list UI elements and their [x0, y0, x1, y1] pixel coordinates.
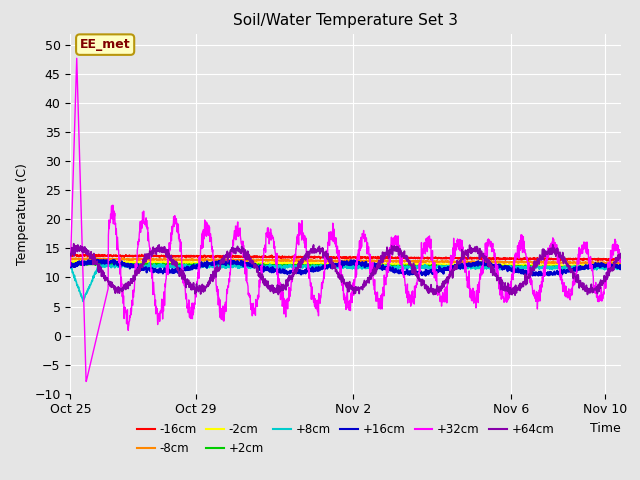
-2cm — [601, 263, 609, 268]
-2cm — [335, 262, 342, 267]
+2cm — [320, 263, 328, 268]
Line: +32cm: +32cm — [70, 58, 621, 382]
+32cm — [602, 277, 609, 283]
+32cm — [335, 252, 342, 258]
Line: +64cm: +64cm — [70, 244, 621, 295]
+2cm — [601, 264, 609, 270]
+64cm — [70, 241, 77, 247]
+16cm — [500, 264, 508, 270]
-8cm — [320, 258, 328, 264]
-16cm — [500, 256, 508, 262]
+8cm — [617, 264, 625, 270]
+16cm — [335, 261, 342, 267]
Line: +2cm: +2cm — [70, 263, 621, 268]
+2cm — [605, 265, 612, 271]
-16cm — [601, 256, 609, 262]
+64cm — [602, 278, 609, 284]
+32cm — [67, 263, 74, 269]
-16cm — [320, 254, 328, 260]
+2cm — [500, 265, 508, 271]
+2cm — [617, 264, 625, 269]
+32cm — [617, 257, 625, 263]
Title: Soil/Water Temperature Set 3: Soil/Water Temperature Set 3 — [233, 13, 458, 28]
+16cm — [617, 265, 625, 271]
-16cm — [617, 257, 625, 263]
+8cm — [320, 265, 328, 271]
Line: +16cm: +16cm — [70, 259, 621, 276]
-2cm — [90, 258, 98, 264]
-8cm — [95, 256, 102, 262]
+2cm — [95, 260, 102, 266]
+32cm — [83, 379, 90, 384]
+8cm — [145, 260, 153, 265]
Line: +8cm: +8cm — [70, 263, 621, 301]
-8cm — [614, 261, 621, 267]
Line: -8cm: -8cm — [70, 258, 621, 264]
+64cm — [95, 270, 102, 276]
+2cm — [335, 263, 342, 269]
+64cm — [511, 292, 519, 298]
-2cm — [67, 259, 74, 265]
+16cm — [89, 256, 97, 262]
Y-axis label: Temperature (C): Temperature (C) — [16, 163, 29, 264]
Line: -16cm: -16cm — [70, 254, 621, 261]
+16cm — [95, 257, 102, 263]
-16cm — [604, 258, 611, 264]
-8cm — [617, 260, 625, 266]
+8cm — [95, 263, 102, 269]
+16cm — [540, 273, 548, 279]
+8cm — [602, 265, 609, 271]
+64cm — [320, 253, 328, 259]
-2cm — [601, 262, 609, 268]
Text: EE_met: EE_met — [80, 38, 131, 51]
+8cm — [500, 264, 508, 270]
+32cm — [601, 276, 609, 282]
+8cm — [67, 263, 74, 269]
-16cm — [335, 255, 342, 261]
-8cm — [601, 260, 609, 266]
+8cm — [335, 264, 342, 270]
+16cm — [67, 264, 74, 270]
+2cm — [601, 265, 609, 271]
-2cm — [320, 261, 328, 266]
-8cm — [500, 260, 508, 265]
-8cm — [601, 260, 609, 265]
-2cm — [609, 264, 616, 270]
+8cm — [79, 299, 87, 304]
+64cm — [500, 285, 508, 290]
+64cm — [67, 252, 74, 258]
-2cm — [95, 258, 102, 264]
-16cm — [67, 253, 74, 259]
-8cm — [335, 258, 342, 264]
+8cm — [601, 265, 609, 271]
-2cm — [617, 263, 625, 269]
+64cm — [601, 279, 609, 285]
-8cm — [67, 257, 74, 263]
Line: -2cm: -2cm — [70, 261, 621, 267]
Text: Time: Time — [590, 422, 621, 435]
+32cm — [95, 324, 103, 330]
+16cm — [320, 264, 328, 269]
+64cm — [335, 275, 342, 280]
+2cm — [67, 261, 74, 267]
-16cm — [95, 252, 102, 257]
+32cm — [500, 299, 508, 304]
-8cm — [86, 255, 94, 261]
+32cm — [320, 269, 328, 275]
+2cm — [95, 261, 102, 267]
Legend: -16cm, -8cm, -2cm, +2cm, +8cm, +16cm, +32cm, +64cm: -16cm, -8cm, -2cm, +2cm, +8cm, +16cm, +3… — [132, 419, 559, 460]
-16cm — [79, 252, 87, 257]
+64cm — [617, 251, 625, 256]
+32cm — [73, 55, 81, 61]
-16cm — [601, 256, 609, 262]
+16cm — [602, 263, 609, 268]
+16cm — [601, 263, 609, 268]
-2cm — [500, 263, 508, 268]
